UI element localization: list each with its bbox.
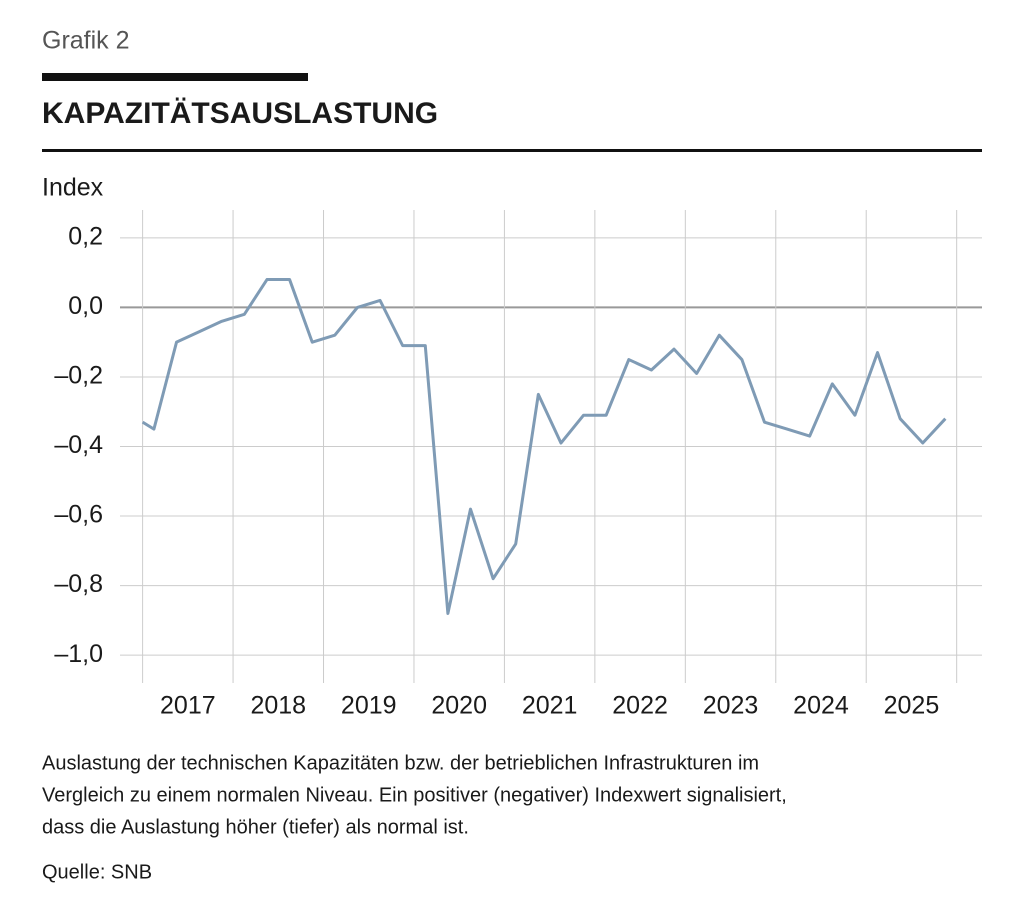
chart-title: KAPAZITÄTSAUSLASTUNG: [42, 97, 438, 130]
title-bar: [42, 73, 308, 81]
data-line: [141, 278, 947, 615]
source: Quelle: SNB: [42, 861, 152, 883]
x-tick-label: 2018: [250, 692, 306, 720]
y-tick-label: 0,0: [68, 292, 103, 320]
title-rule: [42, 149, 982, 152]
x-tick-label: 2021: [522, 692, 578, 720]
y-tick-label: –0,2: [54, 362, 103, 390]
y-tick-label: –0,8: [54, 570, 103, 598]
x-tick-label: 2024: [793, 692, 849, 720]
x-tick-label: 2019: [341, 692, 397, 720]
y-tick-label: –1,0: [54, 640, 103, 668]
x-tick-label: 2023: [703, 692, 759, 720]
x-tick-label: 2020: [431, 692, 487, 720]
y-tick-label: –0,6: [54, 501, 103, 529]
x-tick-label: 2017: [160, 692, 216, 720]
y-tick-label: 0,2: [68, 222, 103, 250]
y-axis-label: Index: [42, 174, 104, 202]
chart-label: Grafik 2: [42, 27, 130, 55]
note-line: Auslastung der technischen Kapazitäten b…: [42, 752, 759, 774]
note-line: Vergleich zu einem normalen Niveau. Ein …: [42, 784, 787, 806]
y-tick-label: –0,4: [54, 431, 103, 459]
x-tick-label: 2025: [884, 692, 940, 720]
note-line: dass die Auslastung höher (tiefer) als n…: [42, 816, 469, 838]
x-tick-label: 2022: [612, 692, 668, 720]
